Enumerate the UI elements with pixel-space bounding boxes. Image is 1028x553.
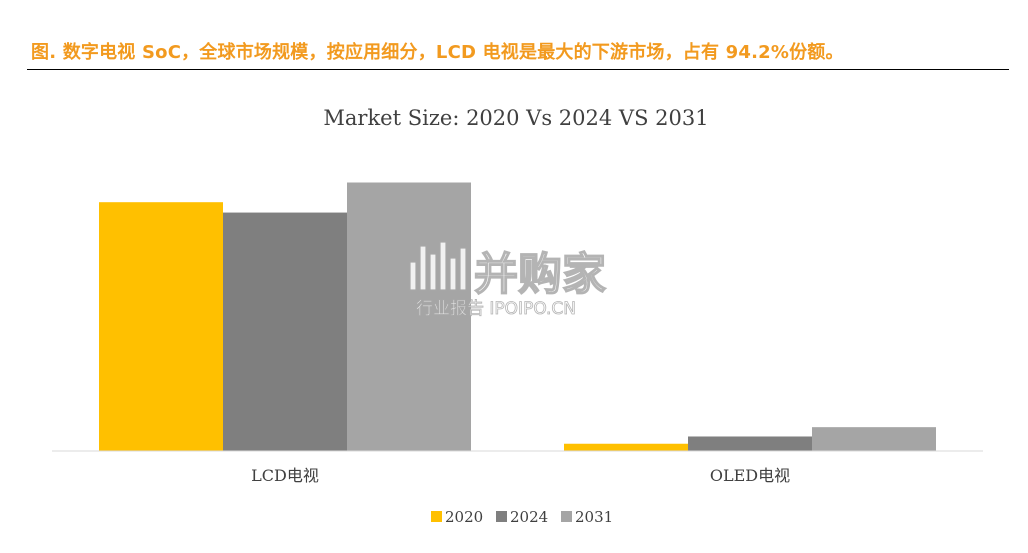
bars-group: [99, 182, 936, 451]
legend-label-2031: 2031: [575, 508, 613, 526]
bar-2024-oled: [688, 436, 812, 451]
watermark-subtext: 行业报告 IPOIPO.CN: [416, 299, 576, 319]
bar-2024-lcd: [223, 212, 347, 451]
watermark-logo-icon: [409, 241, 467, 291]
legend-swatch-2024: [496, 511, 507, 522]
legend: 2020 2024 2031: [431, 508, 613, 526]
legend-label-2024: 2024: [510, 508, 548, 526]
watermark-logo-text: 并购家: [474, 249, 606, 300]
legend-swatch-2031: [561, 511, 572, 522]
caption-divider: [27, 69, 1009, 70]
chart-title: Market Size: 2020 Vs 2024 VS 2031: [323, 106, 708, 130]
bar-2031-lcd: [347, 182, 471, 451]
figure-caption: 图. 数字电视 SoC，全球市场规模，按应用细分，LCD 电视是最大的下游市场，…: [31, 42, 844, 63]
watermark: 并购家 行业报告 IPOIPO.CN: [409, 241, 607, 319]
bar-2031-oled: [812, 427, 936, 451]
category-labels: LCD电视 OLED电视: [251, 466, 790, 485]
legend-label-2020: 2020: [445, 508, 483, 526]
bar-2020-oled: [564, 443, 688, 451]
category-label: LCD电视: [251, 466, 319, 485]
legend-swatch-2020: [431, 511, 442, 522]
bar-2020-lcd: [99, 202, 223, 451]
category-label: OLED电视: [710, 466, 790, 485]
